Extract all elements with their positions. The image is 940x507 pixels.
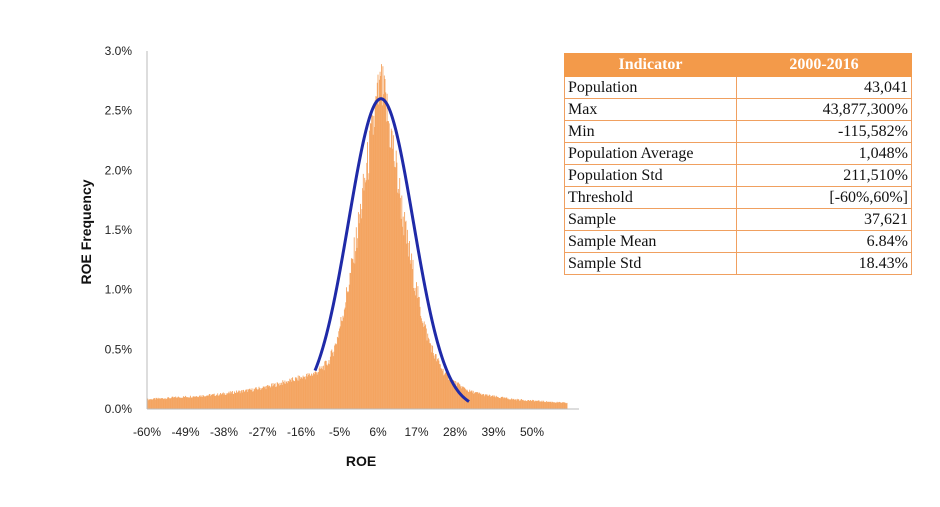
table-row: Population Std 211,510% xyxy=(564,164,912,187)
x-tick-label: -38% xyxy=(210,425,238,439)
statistics-table: Indicator 2000-2016 Population 43,041 Max… xyxy=(564,53,912,275)
table-row: Sample 37,621 xyxy=(564,208,912,231)
y-tick-label: 0.0% xyxy=(105,402,133,416)
x-tick-label: 39% xyxy=(481,425,505,439)
y-tick-label: 2.5% xyxy=(105,104,133,118)
row-label: Sample Std xyxy=(564,252,737,275)
table-row: Min -115,582% xyxy=(564,120,912,143)
row-value: 43,041 xyxy=(736,76,912,99)
x-tick-label: 6% xyxy=(369,425,387,439)
table-row: Max 43,877,300% xyxy=(564,98,912,121)
table-row: Population 43,041 xyxy=(564,76,912,99)
table-header-row: Indicator 2000-2016 xyxy=(564,53,912,77)
row-value: 211,510% xyxy=(736,164,912,187)
row-label: Min xyxy=(564,120,737,143)
y-axis-title: ROE Frequency xyxy=(78,179,94,284)
row-label: Sample Mean xyxy=(564,230,737,253)
header-period: 2000-2016 xyxy=(736,53,912,77)
row-value: 6.84% xyxy=(736,230,912,253)
x-tick-label: -49% xyxy=(171,425,199,439)
row-value: 1,048% xyxy=(736,142,912,165)
y-tick-label: 1.5% xyxy=(105,223,133,237)
normal-distribution-curve xyxy=(313,97,470,403)
row-label: Sample xyxy=(564,208,737,231)
table-row: Population Average 1,048% xyxy=(564,142,912,165)
x-tick-label: 50% xyxy=(520,425,544,439)
x-tick-label: 28% xyxy=(443,425,467,439)
row-value: 18.43% xyxy=(736,252,912,275)
chart-svg: 0.0% 0.5% 1.0% 1.5% 2.0% 2.5% 3.0% -60% -49% -38%… xyxy=(78,44,579,469)
x-tick-label: -27% xyxy=(248,425,276,439)
x-tick-label: -5% xyxy=(329,425,351,439)
x-axis-title: ROE xyxy=(346,453,376,469)
x-tick-label: -16% xyxy=(287,425,315,439)
header-indicator: Indicator xyxy=(564,53,737,77)
table-row: Sample Mean 6.84% xyxy=(564,230,912,253)
row-label: Max xyxy=(564,98,737,121)
row-label: Population Average xyxy=(564,142,737,165)
y-tick-label: 2.0% xyxy=(105,163,133,177)
y-tick-label: 3.0% xyxy=(105,44,133,58)
y-tick-label: 1.0% xyxy=(105,283,133,297)
y-tick-label: 0.5% xyxy=(105,342,133,356)
row-value: 43,877,300% xyxy=(736,98,912,121)
row-value: [-60%,60%] xyxy=(736,186,912,209)
x-tick-label: -60% xyxy=(133,425,161,439)
x-tick-label: 17% xyxy=(404,425,428,439)
roe-histogram-chart: 0.0% 0.5% 1.0% 1.5% 2.0% 2.5% 3.0% -60% -49% -38%… xyxy=(78,44,579,469)
row-value: 37,621 xyxy=(736,208,912,231)
row-label: Population Std xyxy=(564,164,737,187)
row-value: -115,582% xyxy=(736,120,912,143)
row-label: Population xyxy=(564,76,737,99)
table-row: Sample Std 18.43% xyxy=(564,252,912,275)
row-label: Threshold xyxy=(564,186,737,209)
table-row: Threshold [-60%,60%] xyxy=(564,186,912,209)
